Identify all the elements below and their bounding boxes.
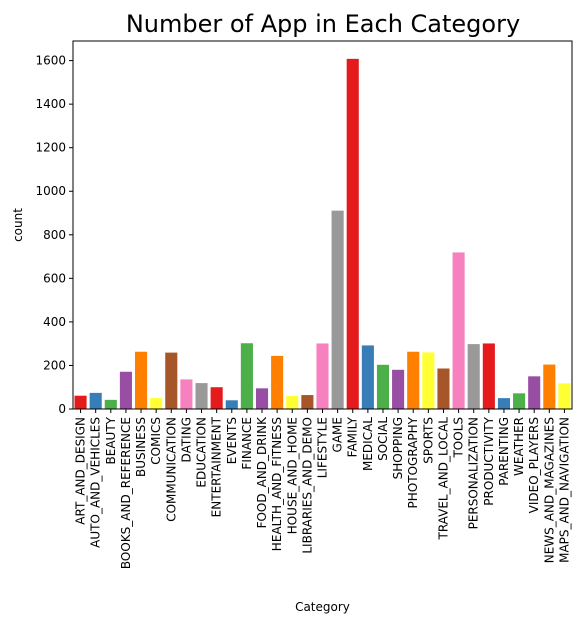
bar-health-and-fitness	[271, 355, 284, 409]
x-tick-label: PARENTING	[497, 417, 511, 486]
bar-libraries-and-demo	[301, 395, 314, 409]
bar-travel-and-local	[437, 368, 450, 409]
bar-beauty	[104, 399, 117, 409]
bar-personalization	[467, 344, 480, 409]
bar-weather	[513, 393, 526, 409]
x-tick-label: HOUSE_AND_HOME	[285, 417, 299, 534]
y-tick-label: 1400	[35, 97, 66, 111]
bar-communication	[165, 352, 178, 409]
y-tick-label: 800	[43, 228, 66, 242]
bar-art-and-design	[74, 395, 87, 409]
x-tick-label: MEDICAL	[361, 417, 375, 471]
x-tick-label: FOOD_AND_DRINK	[255, 416, 269, 529]
x-tick-label: SPORTS	[421, 417, 435, 464]
plot-frame	[72, 40, 573, 410]
chart-title: Number of App in Each Category	[126, 10, 520, 38]
bar-shopping	[392, 369, 405, 409]
bar-auto-and-vehicles	[89, 392, 102, 409]
x-tick-label: COMMUNICATION	[164, 417, 178, 522]
y-axis: 0 200 400 600 800 1000 1200 1400 1600	[35, 54, 73, 416]
y-tick-label: 600	[43, 271, 66, 285]
y-tick-label: 200	[43, 358, 66, 372]
x-tick-label: ART_AND_DESIGN	[74, 417, 88, 525]
bars-group	[74, 58, 571, 409]
x-tick-label: EDUCATION	[195, 417, 209, 488]
bar-events	[225, 400, 238, 409]
x-tick-label: LIBRARIES_AND_DEMO	[300, 417, 314, 554]
y-tick-label: 1000	[35, 184, 66, 198]
x-tick-label: COMICS	[149, 417, 163, 465]
bar-photography	[407, 351, 420, 409]
bar-books-and-reference	[119, 371, 132, 409]
x-tick-label: MAPS_AND_NAVIGATION	[557, 417, 571, 563]
x-tick-label: TRAVEL_AND_LOCAL	[436, 417, 450, 541]
x-tick-label: ENTERTAINMENT	[210, 416, 224, 517]
bar-maps-and-navigation	[558, 383, 571, 409]
x-tick-label: GAME	[331, 417, 345, 452]
bar-sports	[422, 352, 435, 409]
x-tick-label: EVENTS	[225, 417, 239, 464]
x-tick-label: TOOLS	[452, 417, 466, 459]
bar-video-players	[528, 376, 541, 409]
y-axis-label: count	[11, 208, 25, 242]
bar-lifestyle	[316, 343, 329, 409]
bar-education	[195, 383, 208, 409]
bar-entertainment	[210, 387, 223, 409]
x-tick-label: HEALTH_AND_FITNESS	[270, 417, 284, 551]
bar-finance	[240, 343, 253, 409]
bar-family	[346, 58, 359, 409]
x-tick-label: SOCIAL	[376, 417, 390, 461]
x-tick-label: BOOKS_AND_REFERENCE	[119, 417, 133, 569]
x-tick-label: SHOPPING	[391, 417, 405, 479]
x-tick-label: AUTO_AND_VEHICLES	[89, 417, 103, 548]
bar-house-and-home	[286, 395, 299, 409]
bar-food-and-drink	[255, 388, 269, 409]
y-tick-label: 400	[43, 315, 66, 329]
x-tick-label: WEATHER	[512, 417, 526, 476]
bar-dating	[180, 379, 193, 409]
x-tick-label: DATING	[179, 417, 193, 462]
bar-comics	[150, 398, 163, 409]
x-tick-label: PRODUCTIVITY	[482, 416, 496, 505]
bar-game	[331, 210, 344, 409]
bar-social	[376, 364, 390, 409]
bar-business	[134, 351, 148, 409]
x-tick-label: PERSONALIZATION	[467, 417, 481, 529]
x-tick-label: BEAUTY	[104, 416, 118, 464]
bar-tools	[452, 252, 465, 409]
x-tick-label: FAMILY	[346, 416, 360, 457]
bar-medical	[361, 345, 374, 409]
y-tick-label: 0	[58, 402, 66, 416]
x-tick-label: VIDEO_PLAYERS	[527, 417, 541, 513]
bar-parenting	[497, 398, 511, 409]
bar-news-and-magazines	[543, 364, 556, 409]
x-tick-label: FINANCE	[240, 417, 254, 470]
x-axis-label: Category	[295, 600, 350, 614]
y-tick-label: 1600	[35, 54, 66, 68]
y-tick-label: 1200	[35, 141, 66, 155]
x-tick-label: NEWS_AND_MAGAZINES	[542, 417, 556, 563]
bar-productivity	[482, 343, 495, 409]
x-tick-label: PHOTOGRAPHY	[406, 416, 420, 508]
x-axis: ART_AND_DESIGN AUTO_AND_VEHICLES BEAUTY BOO…	[74, 409, 571, 569]
x-tick-label: LIFESTYLE	[316, 417, 330, 478]
x-tick-label: BUSINESS	[134, 417, 148, 477]
